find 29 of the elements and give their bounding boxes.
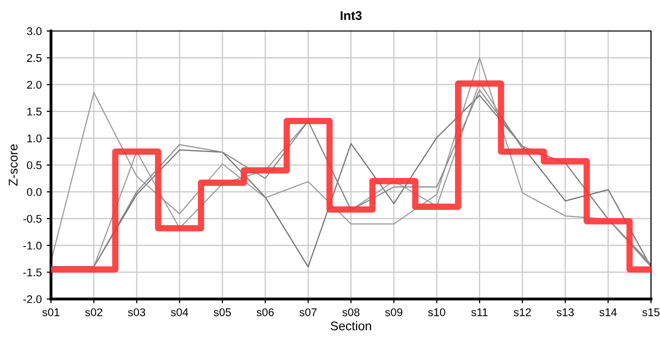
x-tick-label: s12 [514,308,531,316]
x-axis-title: Section [330,321,372,330]
y-tick-label: -1.5 [23,268,42,276]
x-tick-label: s10 [428,308,446,316]
y-tick-label: 0.0 [26,188,42,196]
x-tick-label: s03 [128,308,146,316]
x-tick-label: s13 [556,308,574,316]
chart-title: Int3 [340,11,362,20]
x-tick-label: s04 [170,308,188,316]
x-tick-label: s01 [42,308,60,316]
y-tick-label: -1.0 [23,242,42,250]
x-tick-label: s02 [85,308,102,316]
y-tick-label: -0.5 [23,214,42,223]
y-tick-label: 0.5 [26,161,42,170]
x-tick-label: s11 [471,308,488,316]
y-tick-label: 3.0 [26,27,42,36]
x-tick-label: s07 [299,308,317,316]
x-tick-label: s14 [599,308,617,316]
x-tick-label: s05 [214,308,231,316]
x-tick-label: s09 [385,308,402,316]
x-tick-label: s06 [256,308,274,316]
y-tick-label: 2.5 [27,54,42,62]
x-tick-label: s15 [642,308,660,316]
x-tick-label: s08 [342,308,360,316]
y-tick-label: 2.0 [27,80,42,89]
y-tick-label: 1.5 [27,108,42,116]
y-tick-label: 1.0 [27,134,42,142]
y-tick-label: -2.0 [23,295,42,304]
y-axis-title: Z-score [8,144,18,186]
